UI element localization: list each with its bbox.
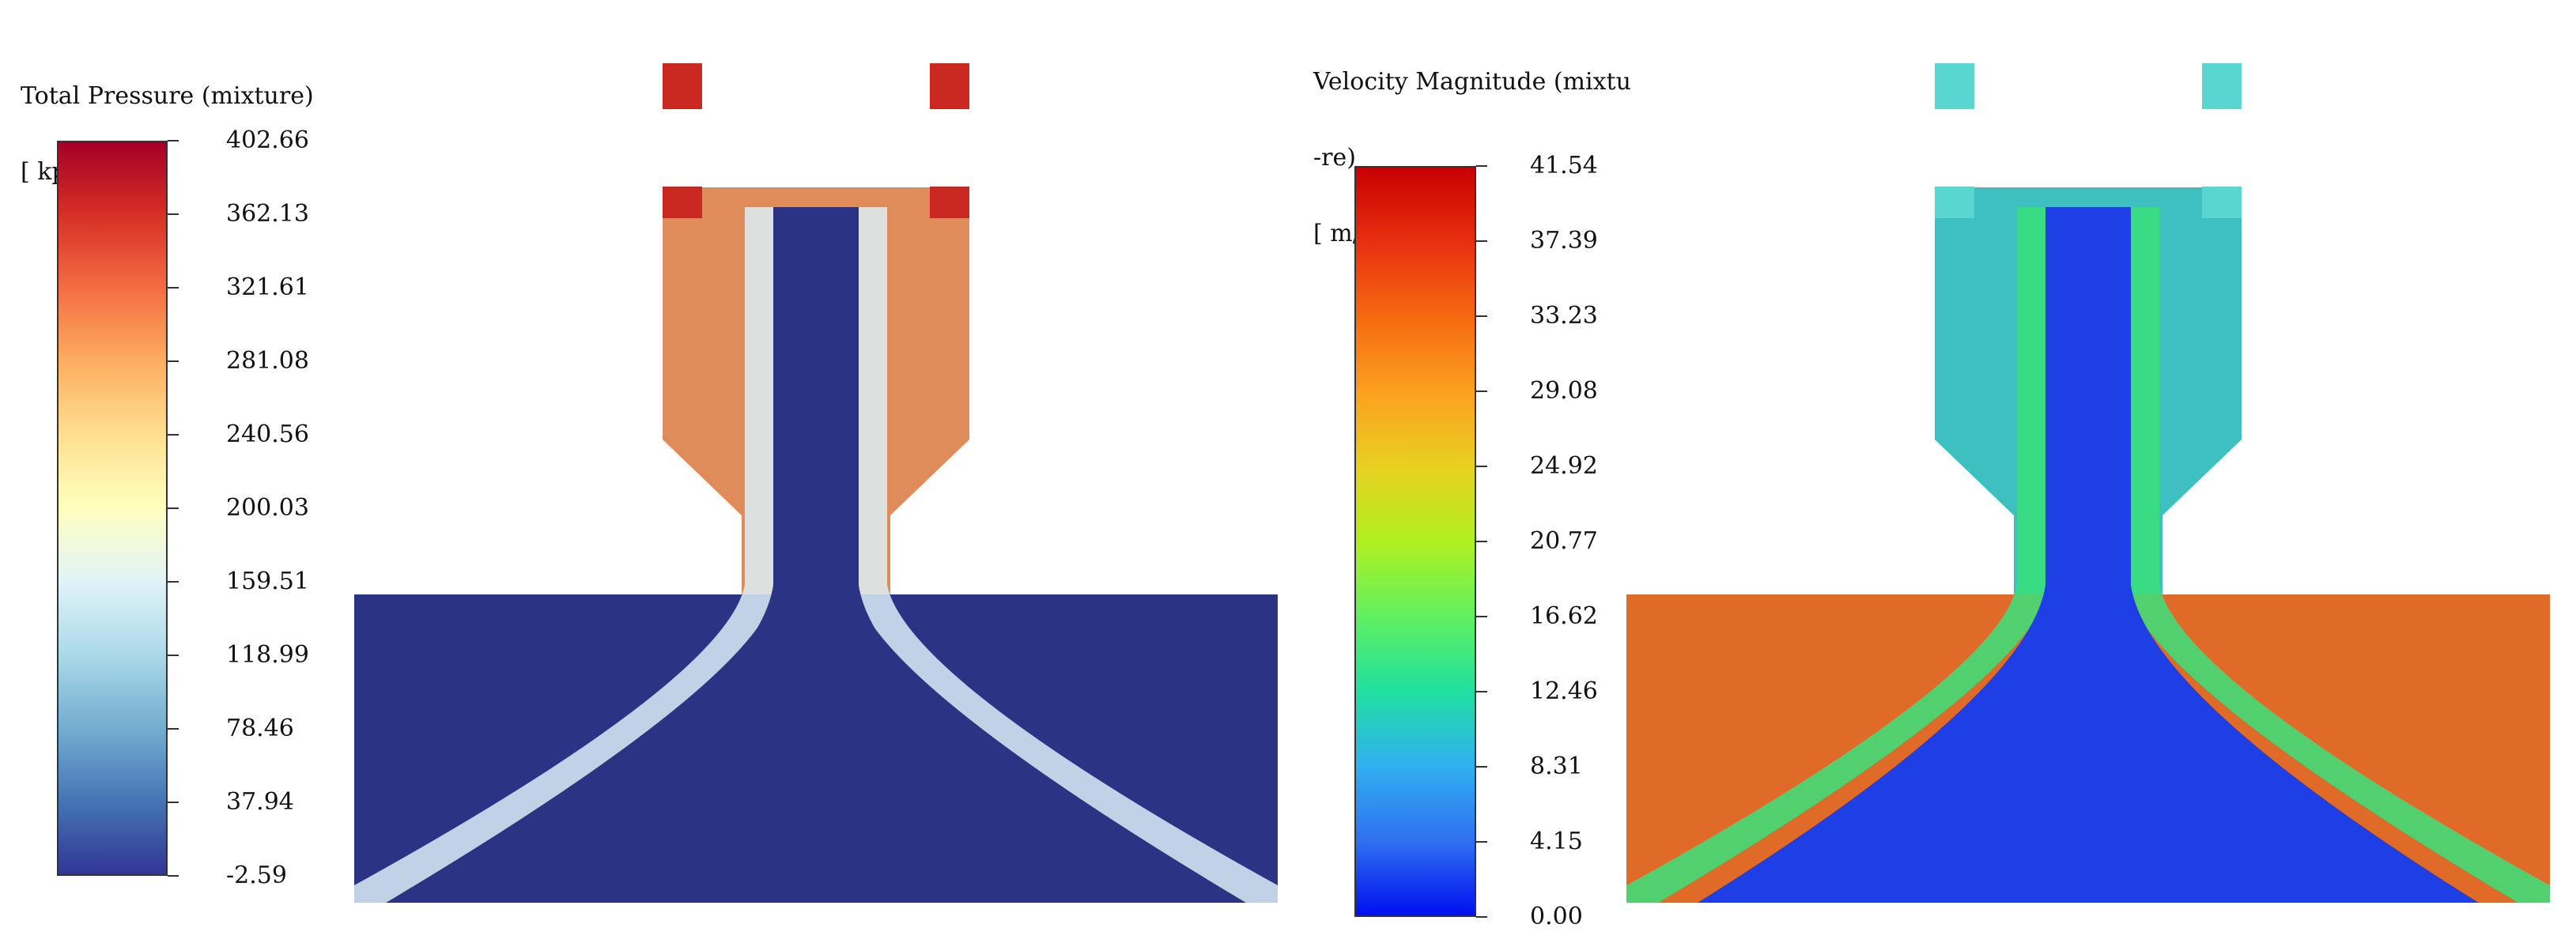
colorbar-tick-label: 29.08 [1530,377,1598,405]
velocity-magnitude-panel: Velocity Magnitude (mixtu -re) [ m/s ] 4… [1288,0,2576,947]
right-upper-port [930,63,969,109]
colorbar-tick [1476,315,1487,317]
colorbar-tick [168,655,179,656]
pressure-colorbar [57,141,168,876]
colorbar-tick-label: 33.23 [1530,302,1598,330]
colorbar-tick [168,728,179,730]
colorbar-tick-label: 281.08 [226,347,309,375]
colorbar-tick [1476,165,1487,167]
colorbar-tick [1476,916,1487,918]
colorbar-tick [1476,691,1487,692]
left-inlet-port [1935,187,1974,218]
velocity-legend-title-line-2: -re) [1313,144,1356,172]
colorbar-tick [168,581,179,583]
colorbar-tick-label: 24.92 [1530,452,1598,480]
velocity-legend-title-line-1: Velocity Magnitude (mixtu [1313,68,1631,96]
colorbar-tick [168,802,179,803]
colorbar-tick [1476,766,1487,768]
colorbar-tick [1476,616,1487,617]
velocity-colorbar [1354,166,1476,917]
colorbar-tick [168,140,179,141]
colorbar-tick [1476,541,1487,542]
colorbar-tick-label: 118.99 [226,641,309,669]
right-shear-layer [2131,207,2550,903]
colorbar-tick [1476,841,1487,843]
colorbar-tick-label: -2.59 [226,862,287,889]
colorbar-tick-label: 12.46 [1530,677,1598,705]
right-inlet-port [2202,187,2242,218]
colorbar-tick [168,875,179,877]
left-shear-layer [354,207,773,903]
colorbar-tick-label: 321.61 [226,274,309,301]
colorbar-tick-label: 200.03 [226,494,309,522]
velocity-contour-plot [1626,63,2550,903]
total-pressure-panel: Total Pressure (mixture) [ kpa ] 402.663… [21,63,1278,903]
colorbar-tick [1476,240,1487,242]
left-inlet-port [663,187,702,218]
colorbar-tick-label: 8.31 [1530,753,1583,780]
pressure-legend-title-line-1: Total Pressure (mixture) [21,82,314,110]
colorbar-tick [168,360,179,362]
colorbar-tick-label: 37.39 [1530,227,1598,255]
right-upper-port [2202,63,2242,109]
colorbar-tick-label: 4.15 [1530,828,1583,855]
right-shear-layer [859,207,1278,903]
right-inlet-port [930,187,969,218]
colorbar-tick-label: 20.77 [1530,527,1598,555]
colorbar-tick [168,507,179,509]
colorbar-tick [168,434,179,436]
colorbar-tick-label: 0.00 [1530,903,1583,930]
colorbar-tick-label: 159.51 [226,568,309,595]
colorbar-tick [168,213,179,215]
left-upper-port [1935,63,1974,109]
colorbar-tick-label: 37.94 [226,788,294,816]
central-jet [1698,207,2479,903]
colorbar-tick [1476,390,1487,392]
colorbar-tick-label: 240.56 [226,421,309,448]
colorbar-tick [168,287,179,289]
left-upper-port [663,63,702,109]
pressure-contour-plot [354,63,1278,903]
colorbar-tick [1476,466,1487,467]
colorbar-tick-label: 41.54 [1530,152,1598,179]
colorbar-tick-label: 78.46 [226,715,294,742]
colorbar-tick-label: 362.13 [226,200,309,228]
colorbar-tick-label: 402.66 [226,126,309,154]
central-jet [425,207,1207,903]
left-shear-layer [1626,207,2045,903]
colorbar-tick-label: 16.62 [1530,602,1598,630]
